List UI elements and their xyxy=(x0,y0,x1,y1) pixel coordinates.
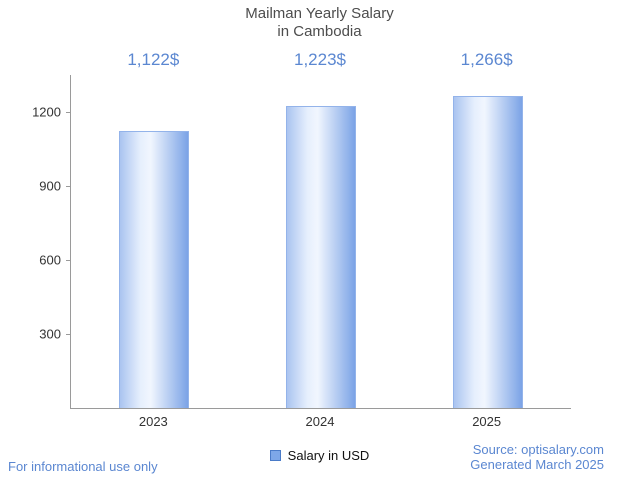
bar-2023 xyxy=(119,131,190,408)
bar-2025 xyxy=(452,95,523,408)
x-axis-labels: 2023 2024 2025 xyxy=(70,414,570,432)
source-attribution: Source: optisalary.com Generated March 2… xyxy=(470,442,604,472)
x-axis-label: 2025 xyxy=(472,414,502,429)
legend-label: Salary in USD xyxy=(287,447,370,463)
bar-2024 xyxy=(286,106,356,408)
bar-value-labels: 1,122$ 1,223$ 1,266$ xyxy=(70,50,570,74)
y-tick-mark xyxy=(66,334,71,335)
bar-value-label: 1,266$ xyxy=(460,50,513,69)
bar-value-label: 1,223$ xyxy=(294,50,346,69)
generated-date: Generated March 2025 xyxy=(470,457,604,472)
y-tick-label: 1200 xyxy=(32,104,61,120)
y-tick-label: 300 xyxy=(39,326,61,342)
x-axis-label: 2024 xyxy=(305,414,335,429)
y-tick-label: 600 xyxy=(39,252,61,268)
chart-title-line-2: in Cambodia xyxy=(277,23,362,40)
plot-area: 300 600 900 1200 xyxy=(32,75,571,409)
x-axis-label: 2023 xyxy=(138,414,168,429)
bar-value-label: 1,122$ xyxy=(127,50,180,69)
disclaimer-text: For informational use only xyxy=(8,459,158,474)
legend-swatch-icon xyxy=(269,449,281,461)
source-link[interactable]: Source: optisalary.com xyxy=(472,442,604,457)
legend: Salary in USD xyxy=(0,446,639,464)
y-tick-label: 900 xyxy=(39,178,61,194)
y-tick-mark xyxy=(66,186,71,187)
y-tick-mark xyxy=(66,112,71,113)
chart-title-line-1: Mailman Yearly Salary xyxy=(245,5,394,22)
chart-title: Mailman Yearly Salary in Cambodia xyxy=(0,5,639,41)
y-tick-mark xyxy=(66,260,71,261)
